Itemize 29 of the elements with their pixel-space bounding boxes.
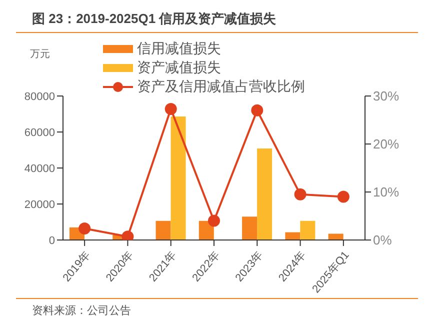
text: 资料来源：公司公告: [32, 304, 132, 318]
y-tick-label: 60000: [24, 126, 55, 139]
bar: [156, 220, 171, 240]
y-tick-label: 40000: [24, 162, 55, 175]
point: [208, 214, 220, 227]
legend-label: 资产减值损失: [137, 58, 221, 77]
bar: [285, 232, 300, 240]
point: [164, 102, 177, 115]
bar: [300, 220, 316, 240]
legend-label: 资产及信用减值占营收比例: [137, 77, 305, 96]
y-axis-title: 万元: [30, 48, 50, 61]
point: [337, 190, 350, 203]
y-tick-label: 0: [48, 234, 55, 247]
point: [251, 104, 264, 116]
point: [122, 230, 134, 240]
bar: [257, 148, 272, 240]
point: [78, 222, 91, 234]
y-tick-label: 20000: [24, 198, 55, 211]
legend-label: 信用减值损失: [137, 39, 221, 58]
point: [294, 188, 306, 200]
chart-title: 图 23：2019-2025Q1 信用及资产减值损失: [16, 8, 418, 33]
bar: [170, 116, 186, 240]
bar: [242, 216, 258, 240]
y2-tick-label: 20%: [373, 136, 400, 152]
y2-tick-label: 30%: [373, 88, 400, 104]
y2-tick-label: 0%: [373, 232, 392, 248]
y2-tick-label: 10%: [373, 184, 400, 200]
y-tick-label: 80000: [24, 90, 55, 103]
bar: [328, 234, 344, 240]
